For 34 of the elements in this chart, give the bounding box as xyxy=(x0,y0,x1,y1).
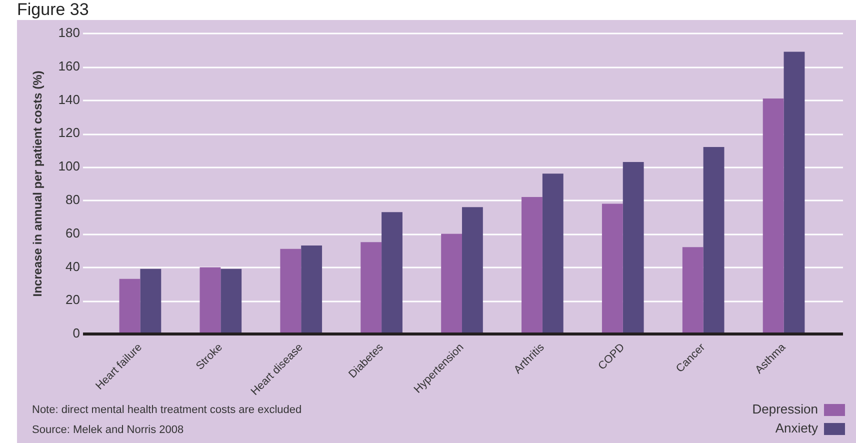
y-tick-label: 60 xyxy=(66,225,80,240)
bar xyxy=(682,247,704,334)
bar xyxy=(119,278,140,334)
bar xyxy=(462,207,483,334)
chart-title: Figure 33 xyxy=(17,0,89,19)
bar xyxy=(382,212,402,334)
bar xyxy=(762,98,784,334)
y-tick-label: 20 xyxy=(66,292,80,308)
bar xyxy=(622,162,644,334)
bar xyxy=(280,248,302,334)
source-note: Source: Melek and Norris 2008 xyxy=(32,424,184,436)
bar xyxy=(360,242,382,334)
y-tick-label: 40 xyxy=(66,258,80,274)
bar xyxy=(301,245,322,334)
legend-label: Anxiety xyxy=(775,420,818,436)
bar xyxy=(542,174,564,334)
y-tick-label: 100 xyxy=(58,158,80,174)
y-tick-label: 120 xyxy=(58,125,80,140)
bar xyxy=(784,52,805,334)
y-tick-label: 180 xyxy=(58,24,80,40)
bar xyxy=(140,268,162,334)
bar xyxy=(522,197,542,334)
y-tick-label: 0 xyxy=(72,326,80,341)
y-tick-label: 160 xyxy=(58,58,80,74)
legend-label: Depression xyxy=(752,402,818,417)
bar xyxy=(441,234,462,334)
text: Note: direct mental health treatment costs are excluded xyxy=(32,404,302,416)
bar xyxy=(602,204,623,334)
y-tick-label: 140 xyxy=(58,92,80,107)
y-tick-label: 80 xyxy=(66,192,80,207)
bar xyxy=(220,268,242,334)
y-axis-title: Increase in annual per patient costs (%) xyxy=(30,70,45,297)
bar xyxy=(200,267,221,334)
bar xyxy=(703,146,724,334)
